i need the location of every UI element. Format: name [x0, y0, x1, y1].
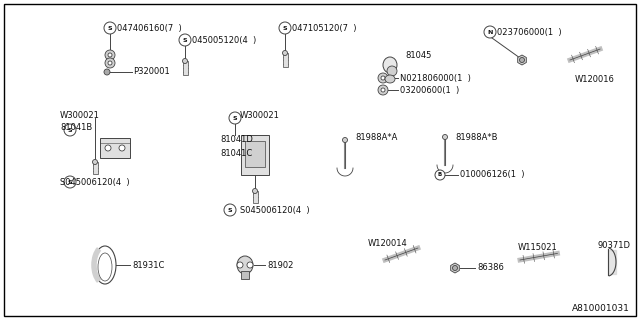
Text: 047406160(7  ): 047406160(7 )	[117, 23, 182, 33]
Circle shape	[253, 188, 257, 194]
Text: S045006120(4  ): S045006120(4 )	[240, 205, 310, 214]
Circle shape	[64, 176, 76, 188]
Polygon shape	[451, 263, 460, 273]
Text: S: S	[283, 26, 287, 30]
Circle shape	[229, 112, 241, 124]
Bar	[241, 271, 249, 279]
Text: 03200600(1  ): 03200600(1 )	[400, 85, 460, 94]
Text: N021806000(1  ): N021806000(1 )	[400, 74, 471, 83]
Circle shape	[381, 88, 385, 92]
Text: 047105120(7  ): 047105120(7 )	[292, 23, 356, 33]
Text: S045006120(4  ): S045006120(4 )	[60, 178, 130, 187]
Text: 81041D: 81041D	[220, 135, 253, 145]
Circle shape	[108, 61, 112, 65]
Circle shape	[182, 59, 188, 63]
Text: 023706000(1  ): 023706000(1 )	[497, 28, 562, 36]
Bar	[253, 191, 257, 203]
Text: S: S	[182, 37, 188, 43]
Text: 81902: 81902	[267, 260, 293, 269]
Text: 81045: 81045	[405, 51, 431, 60]
Bar	[241, 135, 269, 175]
Ellipse shape	[98, 253, 112, 281]
Bar	[245, 141, 265, 167]
Text: 010006126(1  ): 010006126(1 )	[460, 171, 525, 180]
Circle shape	[435, 170, 445, 180]
Text: A810001031: A810001031	[572, 304, 630, 313]
Circle shape	[378, 85, 388, 95]
Text: W300021: W300021	[240, 110, 280, 119]
Polygon shape	[518, 55, 526, 65]
Circle shape	[224, 204, 236, 216]
Circle shape	[104, 22, 116, 34]
Text: 81041C: 81041C	[220, 148, 252, 157]
Text: W115021: W115021	[518, 244, 557, 252]
Bar	[100, 138, 130, 158]
Bar	[93, 162, 97, 174]
Text: W120016: W120016	[575, 76, 615, 84]
Circle shape	[381, 76, 385, 80]
Circle shape	[520, 58, 525, 62]
Circle shape	[119, 145, 125, 151]
Circle shape	[64, 124, 76, 136]
Circle shape	[104, 69, 110, 75]
Text: 81988A*A: 81988A*A	[355, 133, 397, 142]
Text: W300021: W300021	[60, 110, 100, 119]
Circle shape	[342, 138, 348, 142]
Text: W120014: W120014	[368, 238, 408, 247]
Circle shape	[282, 51, 287, 55]
Text: 81041B: 81041B	[60, 124, 92, 132]
Text: S: S	[68, 127, 72, 132]
Bar	[182, 61, 188, 75]
Text: N: N	[487, 29, 493, 35]
Circle shape	[108, 53, 112, 57]
Text: 86386: 86386	[477, 263, 504, 273]
Text: S: S	[68, 180, 72, 185]
Circle shape	[247, 262, 253, 268]
Circle shape	[179, 34, 191, 46]
Text: 045005120(4  ): 045005120(4 )	[192, 36, 256, 44]
Circle shape	[378, 73, 388, 83]
Circle shape	[105, 50, 115, 60]
Circle shape	[105, 58, 115, 68]
Bar	[282, 53, 287, 67]
Circle shape	[484, 26, 496, 38]
Circle shape	[442, 134, 447, 140]
Ellipse shape	[383, 57, 397, 73]
Ellipse shape	[237, 256, 253, 274]
Text: S: S	[108, 26, 112, 30]
Circle shape	[93, 159, 97, 164]
Circle shape	[279, 22, 291, 34]
Ellipse shape	[387, 66, 397, 76]
Circle shape	[452, 266, 458, 270]
Text: S: S	[228, 207, 232, 212]
Text: P320001: P320001	[133, 68, 170, 76]
Circle shape	[105, 145, 111, 151]
Ellipse shape	[385, 75, 395, 83]
Circle shape	[237, 262, 243, 268]
Text: S: S	[233, 116, 237, 121]
Text: 90371D: 90371D	[598, 241, 631, 250]
Text: 81931C: 81931C	[132, 260, 164, 269]
Text: B: B	[438, 172, 442, 178]
Text: 81988A*B: 81988A*B	[455, 133, 497, 142]
Ellipse shape	[94, 246, 116, 284]
